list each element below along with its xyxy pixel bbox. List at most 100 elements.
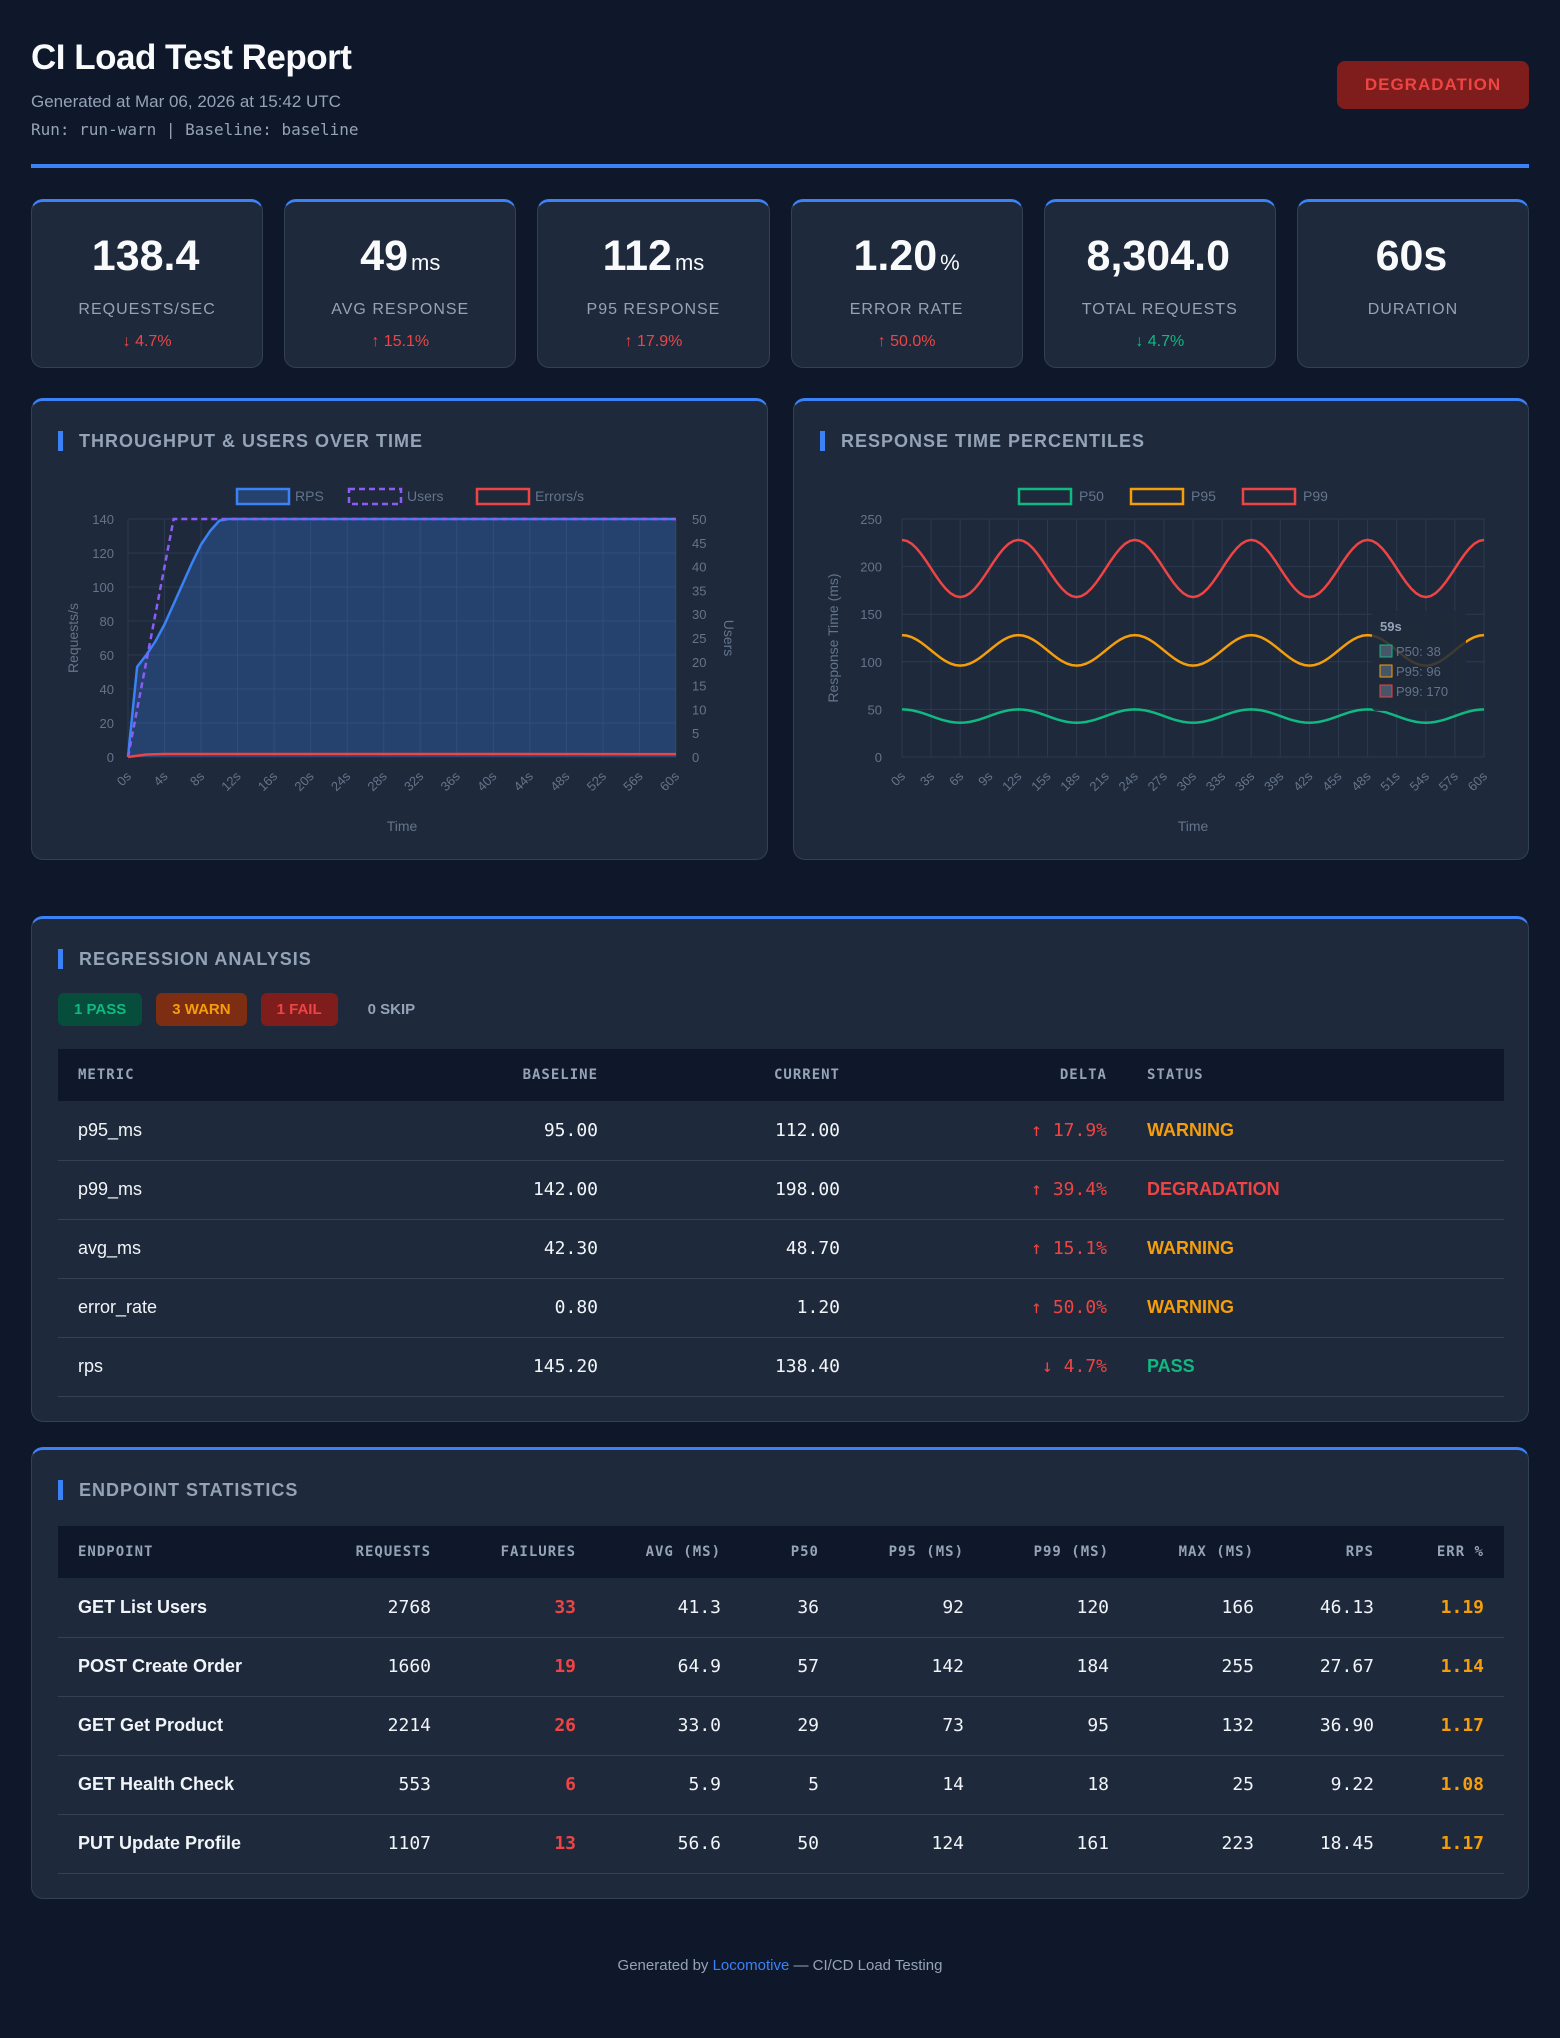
column-header: CURRENT (618, 1049, 860, 1101)
percentiles-chart[interactable]: 0 50 100 150 200 250 0s 3s 6s 9s 12s 15s 18s 21s 24s 27… (794, 401, 1530, 863)
x-tick-label: 33s (1203, 768, 1229, 794)
series-line-rps (126, 517, 676, 758)
avg-cell: 56.6 (596, 1814, 741, 1874)
p99-cell: 95 (984, 1696, 1129, 1756)
y-tick-label: 40 (100, 682, 114, 697)
kpi-value: 60s (1375, 232, 1448, 280)
rps-cell: 18.45 (1274, 1814, 1394, 1874)
legend-label[interactable]: Errors/s (535, 488, 584, 504)
kpi-label: P95 RESPONSE (586, 301, 721, 318)
column-header: RPS (1274, 1526, 1394, 1578)
p95-cell: 92 (839, 1578, 984, 1638)
rps-cell: 36.90 (1274, 1696, 1394, 1756)
x-tick-label: 24s (1115, 768, 1141, 794)
p50-cell: 50 (741, 1814, 839, 1874)
table-row: GET Health Check 553 6 5.9 5 14 18 25 9.22 1.08 (58, 1755, 1504, 1815)
requests-cell: 1107 (306, 1814, 451, 1874)
fail-count-chip: 1 FAIL (260, 993, 338, 1026)
y2-tick-label: 25 (692, 631, 706, 646)
baseline-cell: 145.20 (298, 1337, 618, 1397)
panel-title: REGRESSION ANALYSIS (58, 949, 312, 969)
y2-tick-label: 30 (692, 607, 706, 622)
legend-swatch[interactable] (347, 487, 403, 506)
x-axis-label: Time (387, 818, 418, 834)
x-tick-label: 48s (547, 768, 573, 794)
current-cell: 138.40 (618, 1337, 860, 1397)
rps-area (128, 519, 676, 757)
baseline-cell: 0.80 (298, 1278, 618, 1338)
err-cell: 1.14 (1394, 1637, 1504, 1697)
locomotive-link[interactable]: Locomotive (712, 1957, 790, 1974)
metric-cell: error_rate (58, 1278, 298, 1338)
x-tick-label: 51s (1377, 768, 1403, 794)
x-tick-label: 28s (364, 768, 390, 794)
legend-label[interactable]: P50 (1079, 488, 1104, 504)
p50-cell: 57 (741, 1637, 839, 1697)
current-cell: 112.00 (618, 1101, 860, 1161)
legend-swatch[interactable] (235, 487, 291, 506)
column-header: FAILURES (451, 1526, 596, 1578)
series-line-errorss (127, 752, 677, 759)
x-tick-label: 32s (401, 768, 427, 794)
kpi-value: 49 ms (360, 232, 441, 280)
kpi-card-rps: 138.4 REQUESTS/SEC ↓ 4.7% (31, 199, 264, 368)
kpi-label: AVG RESPONSE (331, 301, 470, 318)
name-cell: GET List Users (58, 1578, 306, 1638)
table-row: error_rate 0.80 1.20 ↑ 50.0% WARNING (58, 1278, 1504, 1338)
x-tick-label: 8s (187, 768, 208, 789)
delta-cell: ↑ 50.0% (860, 1278, 1127, 1338)
kpi-value: 138.4 (91, 232, 200, 280)
kpi-card-total-requests: 8,304.0 TOTAL REQUESTS ↓ 4.7% (1043, 199, 1276, 368)
legend-label[interactable]: RPS (295, 488, 324, 504)
warn-count-chip: 3 WARN (156, 993, 247, 1026)
y-tick-label: 80 (100, 614, 114, 629)
legend-swatch[interactable] (475, 487, 531, 506)
kpi-delta: ↑ 50.0% (877, 333, 936, 350)
p99-cell: 18 (984, 1755, 1129, 1815)
failures-cell: 6 (451, 1755, 596, 1815)
p50-cell: 5 (741, 1755, 839, 1815)
y2-tick-label: 10 (692, 702, 706, 717)
legend-label[interactable]: P99 (1303, 488, 1328, 504)
failures-cell: 19 (451, 1637, 596, 1697)
name-cell: GET Health Check (58, 1755, 306, 1815)
legend-swatch[interactable] (1241, 487, 1297, 506)
x-tick-label: 0s (114, 768, 135, 789)
y-tick-label: 0 (107, 750, 114, 765)
throughput-chart[interactable]: 0 20 40 60 80 100 120 140 0 5 10 15 20 25 30 35 40 45 50 0s… (32, 401, 769, 863)
p99-cell: 184 (984, 1637, 1129, 1697)
legend-swatch[interactable] (1129, 487, 1185, 506)
rps-cell: 46.13 (1274, 1578, 1394, 1638)
x-tick-label: 16s (255, 768, 281, 794)
column-header: ERR % (1394, 1526, 1504, 1578)
delta-cell: ↓ 4.7% (860, 1337, 1127, 1397)
x-tick-label: 21s (1086, 768, 1112, 794)
tooltip-title: 59s (1380, 619, 1402, 634)
series-line-p50 (901, 708, 1485, 724)
avg-cell: 33.0 (596, 1696, 741, 1756)
x-tick-label: 0s (888, 768, 909, 789)
table-row: rps 145.20 138.40 ↓ 4.7% PASS (58, 1337, 1504, 1397)
kpi-delta (1298, 333, 1528, 353)
current-cell: 1.20 (618, 1278, 860, 1338)
delta-cell: ↑ 39.4% (860, 1160, 1127, 1220)
kpi-delta: ↑ 15.1% (371, 333, 430, 350)
overall-status-badge: DEGRADATION (1337, 61, 1529, 109)
y-tick-label: 150 (860, 607, 882, 622)
regression-table: METRIC BASELINE CURRENT DELTA STATUS p95… (58, 1049, 1504, 1397)
legend-label[interactable]: P95 (1191, 488, 1216, 504)
footer: Generated by Locomotive — CI/CD Load Tes… (617, 1957, 943, 1974)
p50-cell: 29 (741, 1696, 839, 1756)
kpi-delta: ↑ 17.9% (624, 333, 683, 350)
generated-timestamp: Generated at Mar 06, 2026 at 15:42 UTC (31, 92, 341, 111)
status-cell: PASS (1127, 1337, 1504, 1397)
legend-label[interactable]: Users (407, 488, 444, 504)
column-header: P95 (MS) (839, 1526, 984, 1578)
y-tick-label: 0 (875, 750, 882, 765)
status-cell: DEGRADATION (1127, 1160, 1504, 1220)
tooltip-line: P50: 38 (1396, 644, 1441, 659)
regression-panel: REGRESSION ANALYSIS 1 PASS 3 WARN 1 FAIL… (31, 916, 1529, 1422)
legend-swatch[interactable] (1017, 487, 1073, 506)
x-tick-label: 36s (437, 768, 463, 794)
kpi-label: ERROR RATE (849, 301, 964, 318)
